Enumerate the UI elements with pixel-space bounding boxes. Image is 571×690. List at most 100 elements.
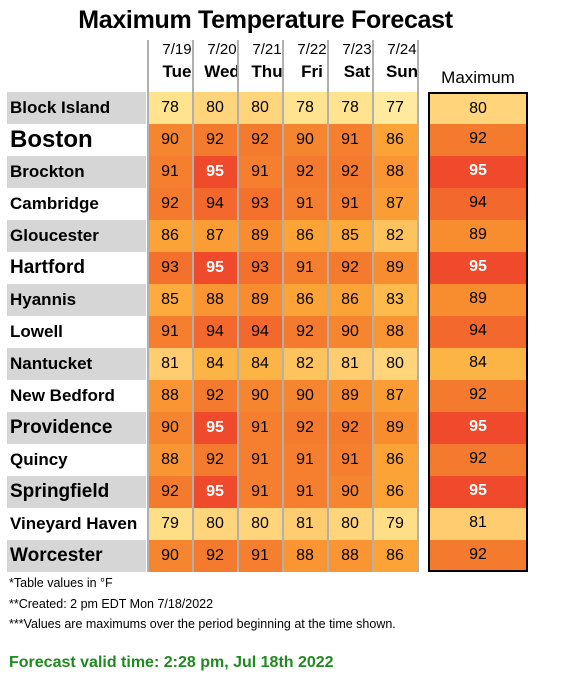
temperature-cell: 88 (373, 316, 417, 348)
column-day: Sat (343, 62, 371, 81)
temperature-cell: 91 (148, 156, 192, 188)
temperature-cell: 82 (283, 348, 327, 380)
temperature-cell: 86 (148, 220, 192, 252)
temperature-cell: 90 (148, 124, 192, 156)
chart-title: Maximum Temperature Forecast (78, 6, 453, 34)
maximum-header: Maximum (441, 68, 515, 87)
temperature-cell: 90 (328, 476, 372, 508)
column-date: 7/19 (162, 41, 192, 58)
temperature-cell: 91 (238, 476, 282, 508)
header-separator (147, 40, 149, 93)
temperature-cell: 92 (193, 124, 237, 156)
temperature-cell: 95 (193, 156, 237, 188)
temperature-cell: 87 (193, 220, 237, 252)
temperature-cell: 87 (373, 380, 417, 412)
temperature-cell: 85 (328, 220, 372, 252)
maximum-cell: 95 (428, 156, 528, 188)
city-label: Brockton (7, 156, 146, 188)
temperature-cell: 81 (283, 508, 327, 540)
temperature-cell: 89 (373, 412, 417, 444)
temperature-cell: 95 (193, 412, 237, 444)
table-row: Gloucester 86 87 89 86 85 82 89 (7, 220, 532, 252)
temperature-cell: 86 (373, 476, 417, 508)
temperature-cell: 93 (238, 252, 282, 284)
temperature-cell: 92 (148, 188, 192, 220)
maximum-cell: 95 (428, 252, 528, 284)
maximum-cell: 84 (428, 348, 528, 380)
city-label: Lowell (7, 316, 146, 348)
city-label: Hyannis (7, 284, 146, 316)
temperature-cell: 91 (283, 444, 327, 476)
temperature-cell: 88 (328, 540, 372, 572)
temperature-cell: 92 (283, 156, 327, 188)
note-created: **Created: 2 pm EDT Mon 7/18/2022 (9, 597, 214, 611)
column-day: Wed (204, 62, 240, 81)
column-date: 7/21 (252, 41, 282, 58)
note-period: ***Values are maximums over the period b… (9, 617, 396, 631)
temperature-cell: 88 (283, 540, 327, 572)
city-label: Boston (7, 124, 146, 156)
temperature-cell: 91 (283, 188, 327, 220)
column-header: 7/20 Wed (200, 40, 244, 82)
table-row: Cambridge 92 94 93 91 91 87 94 (7, 188, 532, 220)
temperature-cell: 92 (238, 124, 282, 156)
note-units: *Table values in °F (9, 576, 113, 590)
table-row: Providence 90 95 91 92 92 89 95 (7, 412, 532, 444)
city-label: Worcester (7, 540, 146, 572)
temperature-cell: 89 (328, 380, 372, 412)
column-day: Tue (162, 62, 192, 81)
column-date: 7/20 (207, 41, 237, 58)
temperature-cell: 92 (283, 316, 327, 348)
temperature-cell: 78 (283, 92, 327, 124)
temperature-cell: 80 (193, 508, 237, 540)
maximum-cell: 89 (428, 284, 528, 316)
temperature-cell: 94 (193, 316, 237, 348)
city-label: New Bedford (7, 380, 146, 412)
city-label: Nantucket (7, 348, 146, 380)
valid-time: Forecast valid time: 2:28 pm, Jul 18th 2… (9, 654, 334, 671)
maximum-cell: 92 (428, 444, 528, 476)
temperature-cell: 81 (328, 348, 372, 380)
column-header: 7/24 Sun (380, 40, 424, 82)
temperature-cell: 87 (373, 188, 417, 220)
city-label: Cambridge (7, 188, 146, 220)
header-separator (372, 40, 374, 93)
temperature-cell: 95 (193, 476, 237, 508)
column-day: Fri (301, 62, 323, 81)
temperature-cell: 92 (328, 156, 372, 188)
header-separator (282, 40, 284, 93)
city-label: Block Island (7, 92, 146, 124)
temperature-cell: 94 (193, 188, 237, 220)
temperature-cell: 89 (238, 284, 282, 316)
column-date: 7/24 (387, 41, 417, 58)
table-row: Vineyard Haven 79 80 80 81 80 79 81 (7, 508, 532, 540)
table-row: Lowell 91 94 94 92 90 88 94 (7, 316, 532, 348)
column-separator (237, 92, 239, 572)
temperature-cell: 91 (283, 476, 327, 508)
temperature-cell: 80 (193, 92, 237, 124)
temperature-cell: 88 (373, 156, 417, 188)
table-row: Worcester 90 92 91 88 88 86 92 (7, 540, 532, 572)
temperature-cell: 92 (148, 476, 192, 508)
temperature-cell: 86 (283, 220, 327, 252)
city-label: Springfield (7, 476, 146, 508)
temperature-cell: 92 (193, 540, 237, 572)
column-separator (417, 92, 419, 572)
table-row: Boston 90 92 92 90 91 86 92 (7, 124, 532, 156)
temperature-cell: 91 (328, 188, 372, 220)
temperature-cell: 84 (193, 348, 237, 380)
maximum-cell: 95 (428, 476, 528, 508)
table-row: Hartford 93 95 93 91 92 89 95 (7, 252, 532, 284)
temperature-cell: 91 (283, 252, 327, 284)
temperature-cell: 78 (148, 92, 192, 124)
temperature-cell: 89 (238, 220, 282, 252)
table-row: Hyannis 85 88 89 86 86 83 89 (7, 284, 532, 316)
column-separator (372, 92, 374, 572)
column-day: Sun (385, 62, 419, 81)
temperature-cell: 80 (373, 348, 417, 380)
temperature-cell: 90 (283, 380, 327, 412)
temperature-cell: 91 (238, 156, 282, 188)
column-separator (147, 92, 149, 572)
temperature-cell: 90 (283, 124, 327, 156)
temperature-cell: 92 (193, 444, 237, 476)
